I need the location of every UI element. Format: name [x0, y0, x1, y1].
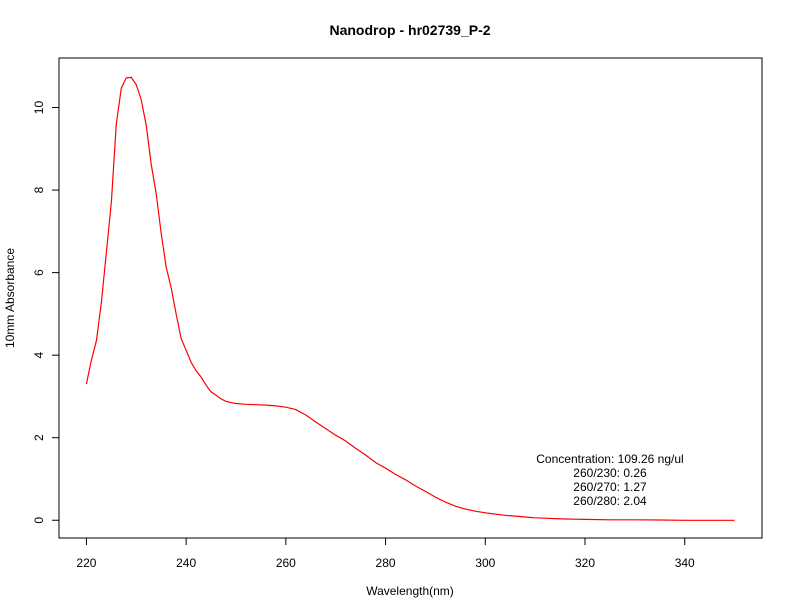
y-tick-label: 4 — [32, 352, 46, 359]
y-axis-label: 10mm Absorbance — [3, 248, 17, 348]
stats-annotation: Concentration: 109.26 ng/ul 260/230: 0.2… — [536, 452, 683, 508]
x-axis-label: Wavelength(nm) — [366, 584, 454, 598]
y-axis: 0 2 4 6 8 10 — [32, 101, 60, 524]
chart-title: Nanodrop - hr02739_P-2 — [329, 22, 490, 38]
x-tick-label: 260 — [276, 556, 296, 570]
x-axis: 220 240 260 280 300 320 340 — [76, 537, 695, 570]
y-tick-label: 6 — [32, 269, 46, 276]
y-tick-label: 10 — [32, 101, 46, 115]
ratio-260-280-annotation: 260/280: 2.04 — [573, 494, 647, 508]
x-tick-label: 220 — [76, 556, 96, 570]
x-tick-label: 300 — [475, 556, 495, 570]
x-tick-label: 280 — [376, 556, 396, 570]
x-tick-label: 320 — [575, 556, 595, 570]
y-tick-label: 2 — [32, 434, 46, 441]
concentration-annotation: Concentration: 109.26 ng/ul — [536, 452, 683, 466]
x-tick-label: 240 — [176, 556, 196, 570]
y-tick-label: 8 — [32, 186, 46, 193]
plot-frame — [58, 57, 763, 539]
ratio-260-270-annotation: 260/270: 1.27 — [573, 480, 647, 494]
ratio-260-230-annotation: 260/230: 0.26 — [573, 466, 647, 480]
y-tick-label: 0 — [32, 517, 46, 524]
absorbance-series-line — [85, 76, 735, 521]
x-tick-label: 340 — [675, 556, 695, 570]
